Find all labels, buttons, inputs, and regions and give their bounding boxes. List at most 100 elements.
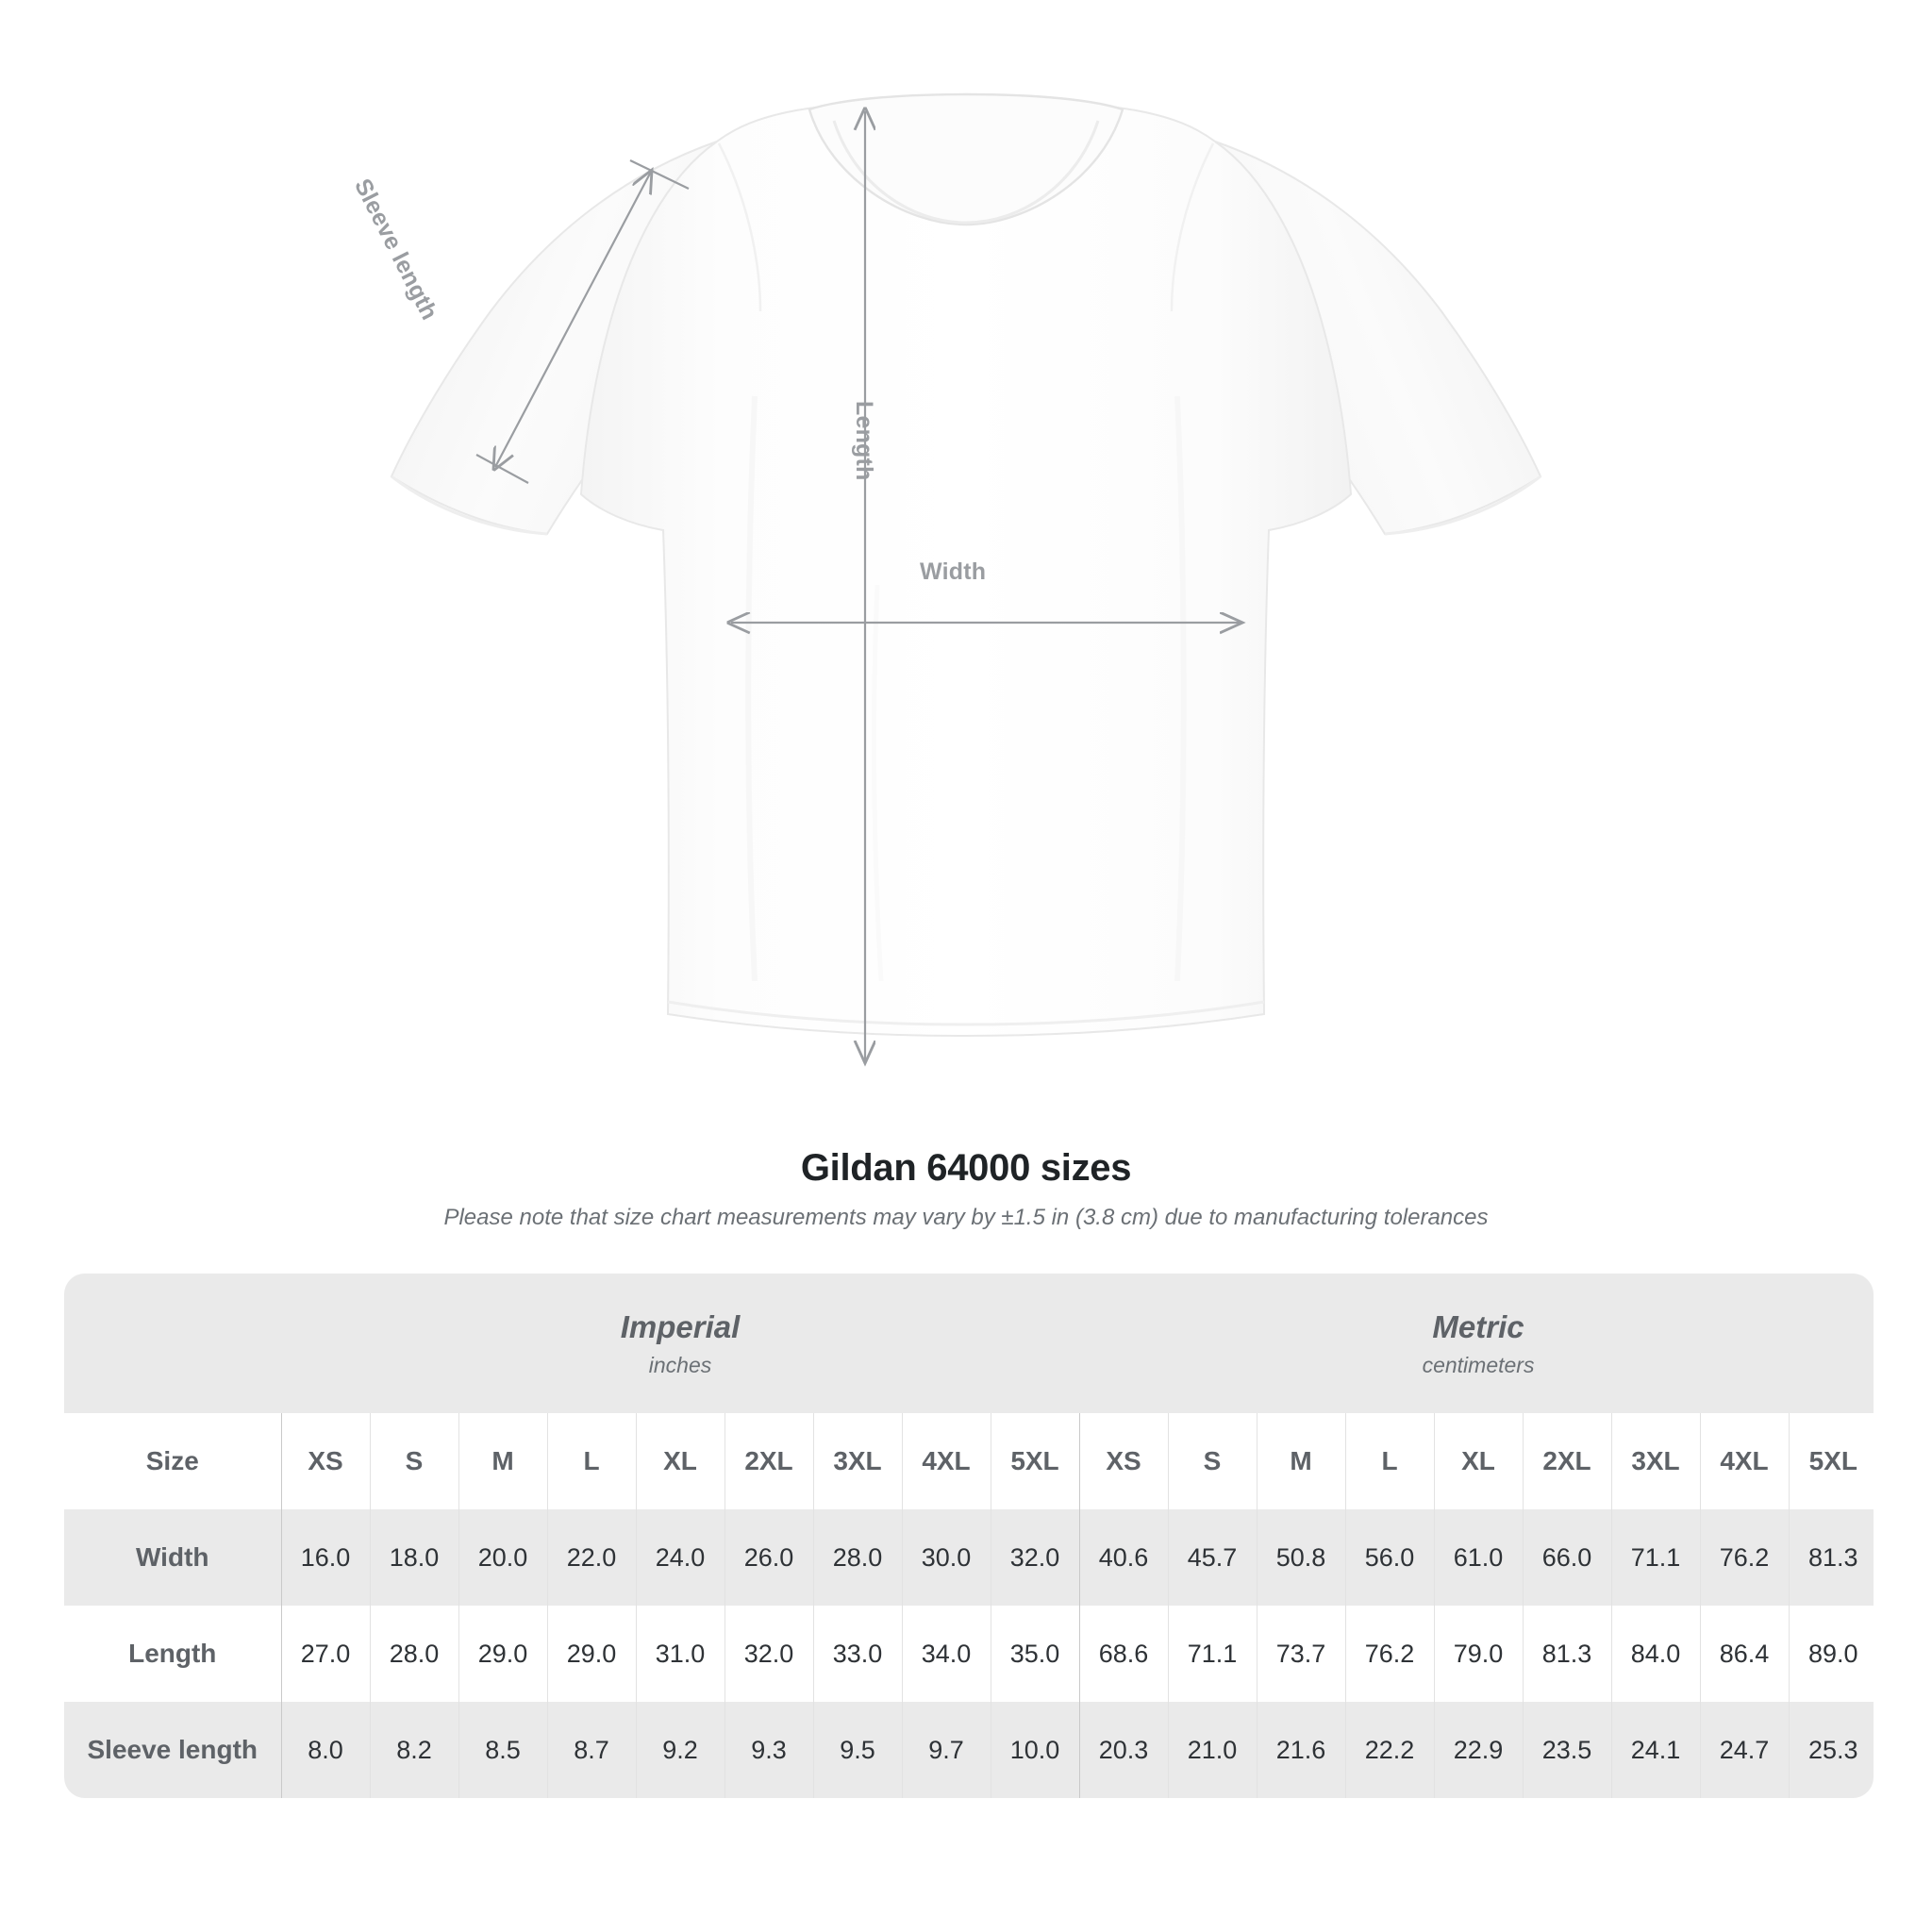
cell-length-metric-xl: 79.0: [1433, 1606, 1523, 1702]
cell-width-metric-5xl: 81.3: [1788, 1509, 1874, 1606]
cell-length-metric-l: 76.2: [1344, 1606, 1434, 1702]
chart-heading-block: Gildan 64000 sizes Please note that size…: [0, 1146, 1932, 1232]
unit-header-metric: Metric centimeters: [1079, 1274, 1874, 1413]
cell-width-metric-4xl: 76.2: [1699, 1509, 1789, 1606]
tshirt-shape: [390, 92, 1542, 1038]
table-row-size-header: Size XS S M L XL 2XL 3XL 4XL 5XL XS S M …: [64, 1413, 1874, 1509]
cell-length-imperial-3xl: 33.0: [812, 1606, 902, 1702]
cell-width-imperial-2xl: 26.0: [724, 1509, 813, 1606]
cell-length-imperial-2xl: 32.0: [724, 1606, 813, 1702]
unit-name-metric: Metric: [1432, 1308, 1524, 1344]
size-col-metric-3xl: 3XL: [1610, 1413, 1700, 1509]
size-col-imperial-3xl: 3XL: [812, 1413, 902, 1509]
bottom-hem: [667, 1000, 1265, 1026]
cell-length-metric-m: 73.7: [1256, 1606, 1345, 1702]
cell-width-imperial-3xl: 28.0: [812, 1509, 902, 1606]
size-col-metric-xs: XS: [1078, 1413, 1168, 1509]
cell-sleeve-imperial-s: 8.2: [369, 1702, 458, 1798]
size-col-metric-xl: XL: [1433, 1413, 1523, 1509]
unit-header-imperial: Imperial inches: [281, 1274, 1079, 1413]
tshirt-illustration: [390, 92, 1542, 1113]
cell-sleeve-metric-xs: 20.3: [1078, 1702, 1168, 1798]
cell-sleeve-imperial-l: 8.7: [546, 1702, 636, 1798]
cell-sleeve-imperial-5xl: 10.0: [990, 1702, 1079, 1798]
cell-width-imperial-m: 20.0: [458, 1509, 547, 1606]
cell-length-metric-s: 71.1: [1167, 1606, 1257, 1702]
size-col-imperial-s: S: [369, 1413, 458, 1509]
cell-length-imperial-m: 29.0: [458, 1606, 547, 1702]
cell-length-imperial-s: 28.0: [369, 1606, 458, 1702]
size-col-imperial-4xl: 4XL: [901, 1413, 991, 1509]
row-label-sleeve-length: Sleeve length: [64, 1702, 281, 1798]
sleeve-tick-bottom: [475, 454, 529, 484]
table-row-length: Length 27.0 28.0 29.0 29.0 31.0 32.0 33.…: [64, 1606, 1874, 1702]
size-col-imperial-2xl: 2XL: [724, 1413, 813, 1509]
cell-width-metric-xl: 61.0: [1433, 1509, 1523, 1606]
size-chart-table-wrapper: Imperial inches Metric centimeters Size …: [64, 1274, 1874, 1798]
fabric-fold: [745, 395, 758, 982]
cell-sleeve-imperial-xs: 8.0: [280, 1702, 370, 1798]
size-col-metric-4xl: 4XL: [1699, 1413, 1789, 1509]
size-col-imperial-xl: XL: [635, 1413, 724, 1509]
cell-length-imperial-4xl: 34.0: [901, 1606, 991, 1702]
row-label-width: Width: [64, 1509, 281, 1606]
cell-sleeve-imperial-4xl: 9.7: [901, 1702, 991, 1798]
cell-width-metric-s: 45.7: [1167, 1509, 1257, 1606]
row-label-size: Size: [64, 1413, 281, 1509]
unit-sub-imperial: inches: [648, 1352, 712, 1377]
right-shoulder-seam: [1170, 142, 1215, 312]
cell-length-metric-3xl: 84.0: [1610, 1606, 1700, 1702]
size-col-metric-l: L: [1344, 1413, 1434, 1509]
size-col-imperial-l: L: [546, 1413, 636, 1509]
collar: [808, 92, 1124, 226]
cell-width-metric-2xl: 66.0: [1522, 1509, 1611, 1606]
table-row-sleeve-length: Sleeve length 8.0 8.2 8.5 8.7 9.2 9.3 9.…: [64, 1702, 1874, 1798]
cell-width-imperial-xs: 16.0: [280, 1509, 370, 1606]
tshirt-measurement-diagram: Sleeve length Length Width: [349, 92, 1542, 1113]
unit-header-spacer: [64, 1274, 281, 1413]
sleeve-tick-top: [629, 159, 690, 190]
size-col-metric-s: S: [1167, 1413, 1257, 1509]
cell-width-imperial-4xl: 30.0: [901, 1509, 991, 1606]
size-col-imperial-5xl: 5XL: [990, 1413, 1079, 1509]
cell-sleeve-imperial-xl: 9.2: [635, 1702, 724, 1798]
cell-width-metric-xs: 40.6: [1078, 1509, 1168, 1606]
size-chart-table: Imperial inches Metric centimeters Size …: [64, 1274, 1874, 1798]
measurement-arrows: [475, 111, 1241, 1061]
cell-width-imperial-5xl: 32.0: [990, 1509, 1079, 1606]
size-col-metric-5xl: 5XL: [1788, 1413, 1874, 1509]
cell-sleeve-metric-l: 22.2: [1344, 1702, 1434, 1798]
cell-width-metric-l: 56.0: [1344, 1509, 1434, 1606]
table-row-width: Width 16.0 18.0 20.0 22.0 24.0 26.0 28.0…: [64, 1509, 1874, 1606]
unit-name-imperial: Imperial: [620, 1308, 741, 1344]
cell-width-imperial-xl: 24.0: [635, 1509, 724, 1606]
cell-width-metric-3xl: 71.1: [1610, 1509, 1700, 1606]
left-shoulder-seam: [717, 142, 762, 312]
row-label-length: Length: [64, 1606, 281, 1702]
cell-length-imperial-xs: 27.0: [280, 1606, 370, 1702]
cell-length-metric-xs: 68.6: [1078, 1606, 1168, 1702]
width-label: Width: [920, 558, 987, 585]
size-col-imperial-xs: XS: [280, 1413, 370, 1509]
cell-width-metric-m: 50.8: [1256, 1509, 1345, 1606]
unit-system-header-row: Imperial inches Metric centimeters: [64, 1274, 1874, 1413]
cell-length-metric-4xl: 86.4: [1699, 1606, 1789, 1702]
fabric-fold: [1174, 395, 1187, 982]
cell-sleeve-metric-m: 21.6: [1256, 1702, 1345, 1798]
size-col-metric-2xl: 2XL: [1522, 1413, 1611, 1509]
cell-sleeve-imperial-3xl: 9.5: [812, 1702, 902, 1798]
cell-sleeve-metric-5xl: 25.3: [1788, 1702, 1874, 1798]
cell-sleeve-imperial-2xl: 9.3: [724, 1702, 813, 1798]
cell-sleeve-metric-xl: 22.9: [1433, 1702, 1523, 1798]
length-label: Length: [851, 401, 877, 481]
cell-sleeve-metric-3xl: 24.1: [1610, 1702, 1700, 1798]
cell-width-imperial-l: 22.0: [546, 1509, 636, 1606]
tshirt-body: [579, 98, 1353, 1038]
unit-sub-metric: centimeters: [1422, 1352, 1535, 1377]
page-title: Gildan 64000 sizes: [800, 1147, 1132, 1189]
cell-length-metric-2xl: 81.3: [1522, 1606, 1611, 1702]
cell-sleeve-metric-4xl: 24.7: [1699, 1702, 1789, 1798]
cell-length-imperial-xl: 31.0: [635, 1606, 724, 1702]
cell-sleeve-metric-s: 21.0: [1167, 1702, 1257, 1798]
cell-length-imperial-5xl: 35.0: [990, 1606, 1079, 1702]
